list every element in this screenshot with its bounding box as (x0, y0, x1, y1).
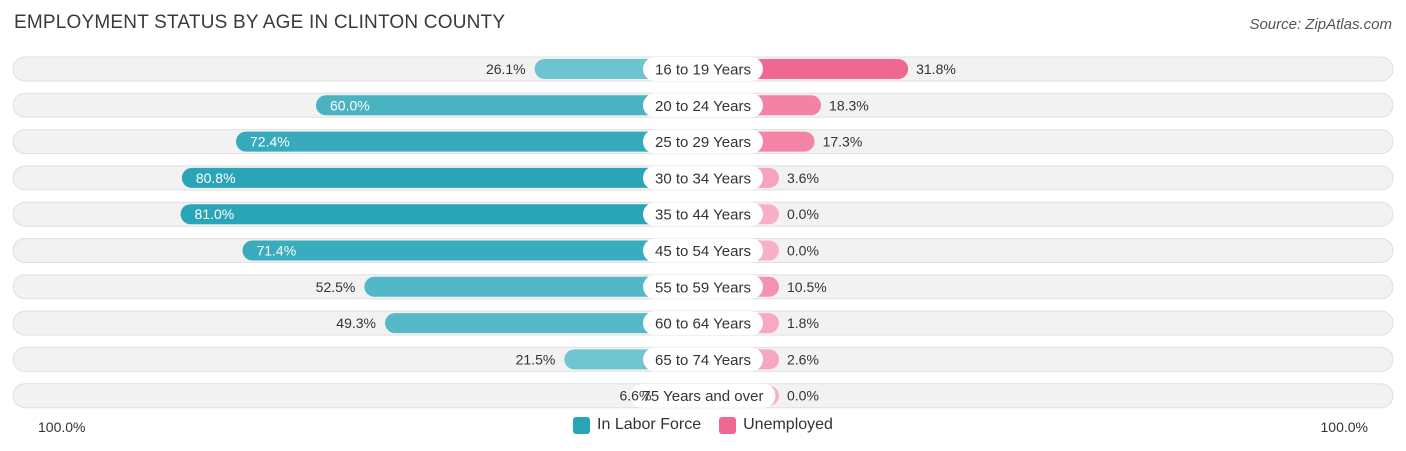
value-label-unemployed: 0.0% (787, 206, 819, 222)
category-label: 25 to 29 Years (655, 134, 751, 151)
value-label-labor-force: 81.0% (195, 206, 235, 222)
bar-row: 30 to 34 Years 80.8% 3.6% (12, 165, 1394, 191)
category-label-background (643, 311, 763, 336)
axis-left-label: 100.0% (38, 419, 85, 435)
bar-row: 20 to 24 Years 60.0% 18.3% (12, 92, 1394, 118)
bar-row: 55 to 59 Years 52.5% 10.5% (12, 274, 1394, 300)
chart-title: EMPLOYMENT STATUS BY AGE IN CLINTON COUN… (14, 12, 506, 33)
value-label-unemployed: 10.5% (787, 279, 827, 295)
category-label-background (643, 347, 763, 372)
category-label: 55 to 59 Years (655, 279, 751, 296)
value-label-unemployed: 3.6% (787, 170, 819, 186)
bar-labor-force (316, 95, 703, 116)
category-label: 20 to 24 Years (655, 98, 751, 115)
category-label-background (643, 238, 763, 263)
value-label-labor-force: 6.6% (620, 388, 652, 404)
category-label: 65 to 74 Years (655, 352, 751, 369)
category-label-background (643, 165, 763, 190)
bar-labor-force (181, 167, 704, 188)
category-label: 16 to 19 Years (655, 62, 751, 79)
value-label-unemployed: 0.0% (787, 243, 819, 259)
legend-label-unemployed: Unemployed (743, 416, 833, 433)
value-label-unemployed: 31.8% (916, 61, 956, 77)
category-label-background (630, 383, 776, 408)
value-label-unemployed: 18.3% (829, 97, 869, 113)
legend-swatch-unemployed (719, 416, 737, 434)
value-label-labor-force: 71.4% (256, 243, 296, 259)
bar-labor-force (385, 313, 703, 334)
category-label: 45 to 54 Years (655, 243, 751, 260)
value-label-unemployed: 17.3% (823, 134, 863, 150)
category-label-background (643, 93, 763, 118)
value-label-labor-force: 80.8% (196, 170, 236, 186)
category-label-background (643, 129, 763, 154)
value-label-unemployed: 1.8% (787, 315, 819, 331)
chart-source: Source: ZipAtlas.com (1249, 16, 1392, 33)
value-label-labor-force: 72.4% (250, 134, 290, 150)
value-label-unemployed: 2.6% (787, 351, 819, 367)
category-label-background (643, 274, 763, 299)
bar-row: 25 to 29 Years 72.4% 17.3% (12, 129, 1394, 155)
legend-swatch-labor-force (573, 416, 591, 434)
chart-legend: In Labor Force Unemployed (0, 416, 1406, 434)
category-label-background (643, 202, 763, 227)
bar-row: 60 to 64 Years 49.3% 1.8% (12, 310, 1394, 336)
bar-labor-force (236, 131, 703, 152)
axis-right-label: 100.0% (1321, 419, 1368, 435)
bar-row: 16 to 19 Years 26.1% 31.8% (12, 56, 1394, 82)
bar-row: 35 to 44 Years 81.0% 0.0% (12, 201, 1394, 227)
value-label-labor-force: 49.3% (336, 315, 376, 331)
legend-item-unemployed: Unemployed (719, 416, 833, 434)
legend-item-labor-force: In Labor Force (573, 416, 701, 434)
bar-labor-force (364, 276, 703, 297)
value-label-labor-force: 21.5% (516, 351, 556, 367)
category-label: 60 to 64 Years (655, 316, 751, 333)
bar-row: 65 to 74 Years 21.5% 2.6% (12, 346, 1394, 372)
bar-labor-force (180, 204, 704, 225)
category-label: 75 Years and over (643, 388, 764, 405)
value-label-labor-force: 26.1% (486, 61, 526, 77)
bar-row: 45 to 54 Years 71.4% 0.0% (12, 238, 1394, 263)
bar-labor-force (242, 240, 703, 261)
legend-label-labor-force: In Labor Force (597, 416, 702, 433)
category-label: 35 to 44 Years (655, 207, 751, 224)
value-label-labor-force: 52.5% (316, 279, 356, 295)
category-label-background (643, 57, 763, 81)
value-label-unemployed: 0.0% (787, 388, 819, 404)
value-label-labor-force: 60.0% (330, 97, 370, 113)
category-label: 30 to 34 Years (655, 170, 751, 187)
